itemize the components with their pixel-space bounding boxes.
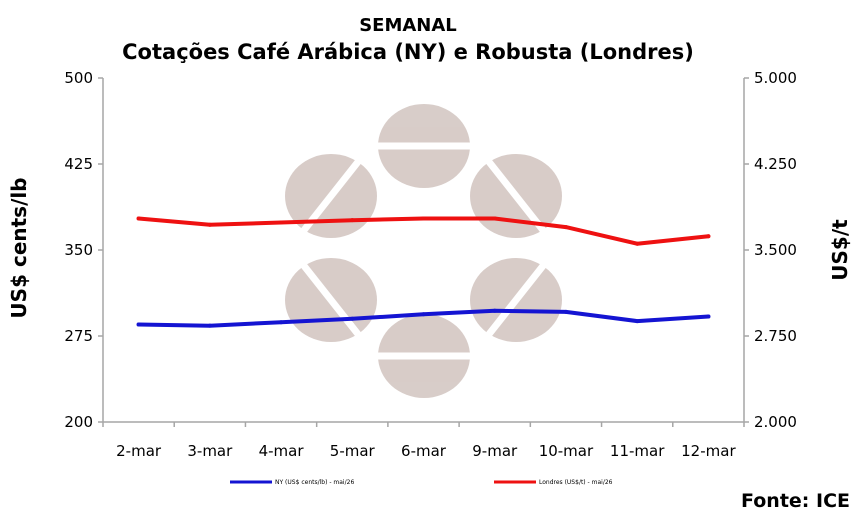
coffee-bean-icon bbox=[285, 258, 377, 342]
left-tick-label: 275 bbox=[64, 327, 93, 345]
data-point-ny bbox=[563, 309, 568, 314]
x-tick-label: 10-mar bbox=[539, 442, 594, 460]
data-point-ny bbox=[706, 314, 711, 319]
series-line-londres bbox=[136, 216, 711, 246]
x-tick-label: 5-mar bbox=[330, 442, 376, 460]
coffee-bean-groove bbox=[483, 259, 549, 341]
data-point-ny bbox=[492, 308, 497, 313]
left-tick-label: 500 bbox=[64, 69, 93, 87]
x-tick-label: 6-mar bbox=[401, 442, 447, 460]
data-point-londres bbox=[207, 222, 212, 227]
data-point-londres bbox=[421, 216, 426, 221]
data-point-londres bbox=[635, 241, 640, 246]
data-point-ny bbox=[207, 323, 212, 328]
left-tick-label: 425 bbox=[64, 155, 93, 173]
x-tick-label: 2-mar bbox=[116, 442, 162, 460]
series-layer bbox=[136, 216, 711, 328]
x-tick-label: 4-mar bbox=[259, 442, 305, 460]
x-tick-label: 12-mar bbox=[681, 442, 736, 460]
right-axis-ticks: 2.000 2.750 3.500 4.250 5.000 bbox=[744, 69, 797, 431]
left-tick-label: 200 bbox=[64, 413, 93, 431]
data-point-ny bbox=[635, 319, 640, 324]
y-axis-title: US$ cents/lb bbox=[7, 177, 31, 318]
right-tick-label: 3.500 bbox=[754, 241, 797, 259]
x-tick-label: 3-mar bbox=[187, 442, 233, 460]
coffee-bean-icon bbox=[470, 258, 562, 342]
data-point-ny bbox=[421, 312, 426, 317]
data-point-ny bbox=[279, 320, 284, 325]
y2-axis-title: US$/t bbox=[828, 219, 852, 281]
coffee-bean-groove bbox=[483, 155, 549, 237]
data-point-londres bbox=[563, 225, 568, 230]
data-point-londres bbox=[350, 218, 355, 223]
legend-label-londres: Londres (US$/t) - mai/26 bbox=[539, 479, 613, 486]
right-tick-label: 2.000 bbox=[754, 413, 797, 431]
right-tick-label: 5.000 bbox=[754, 69, 797, 87]
legend: NY (US$ cents/lb) - mai/26 Londres (US$/… bbox=[230, 479, 613, 486]
data-point-londres bbox=[706, 234, 711, 239]
data-point-londres bbox=[492, 216, 497, 221]
coffee-bean-groove bbox=[298, 259, 364, 341]
data-point-ny bbox=[136, 322, 141, 327]
data-point-londres bbox=[279, 220, 284, 225]
left-axis-ticks: 200 275 350 425 500 bbox=[64, 69, 103, 431]
coffee-bean-watermark-icon bbox=[285, 104, 562, 398]
coffee-bean-icon bbox=[374, 104, 474, 188]
chart-title: SEMANAL bbox=[359, 15, 457, 36]
x-tick-label: 9-mar bbox=[472, 442, 518, 460]
left-tick-label: 350 bbox=[64, 241, 93, 259]
coffee-bean-icon bbox=[285, 154, 377, 238]
x-tick-label: 11-mar bbox=[610, 442, 665, 460]
coffee-bean-icon bbox=[374, 314, 474, 398]
right-tick-label: 4.250 bbox=[754, 155, 797, 173]
legend-label-ny: NY (US$ cents/lb) - mai/26 bbox=[275, 479, 354, 486]
x-axis-ticks: 2-mar 3-mar 4-mar 5-mar 6-mar 9-mar 10-mar 11-m… bbox=[102, 422, 745, 460]
chart-subtitle: Cotações Café Arábica (NY) e Robusta (Lo… bbox=[122, 40, 694, 64]
source-note: Fonte: ICE bbox=[741, 490, 850, 512]
right-tick-label: 2.750 bbox=[754, 327, 797, 345]
data-point-ny bbox=[350, 316, 355, 321]
data-point-londres bbox=[136, 216, 141, 221]
